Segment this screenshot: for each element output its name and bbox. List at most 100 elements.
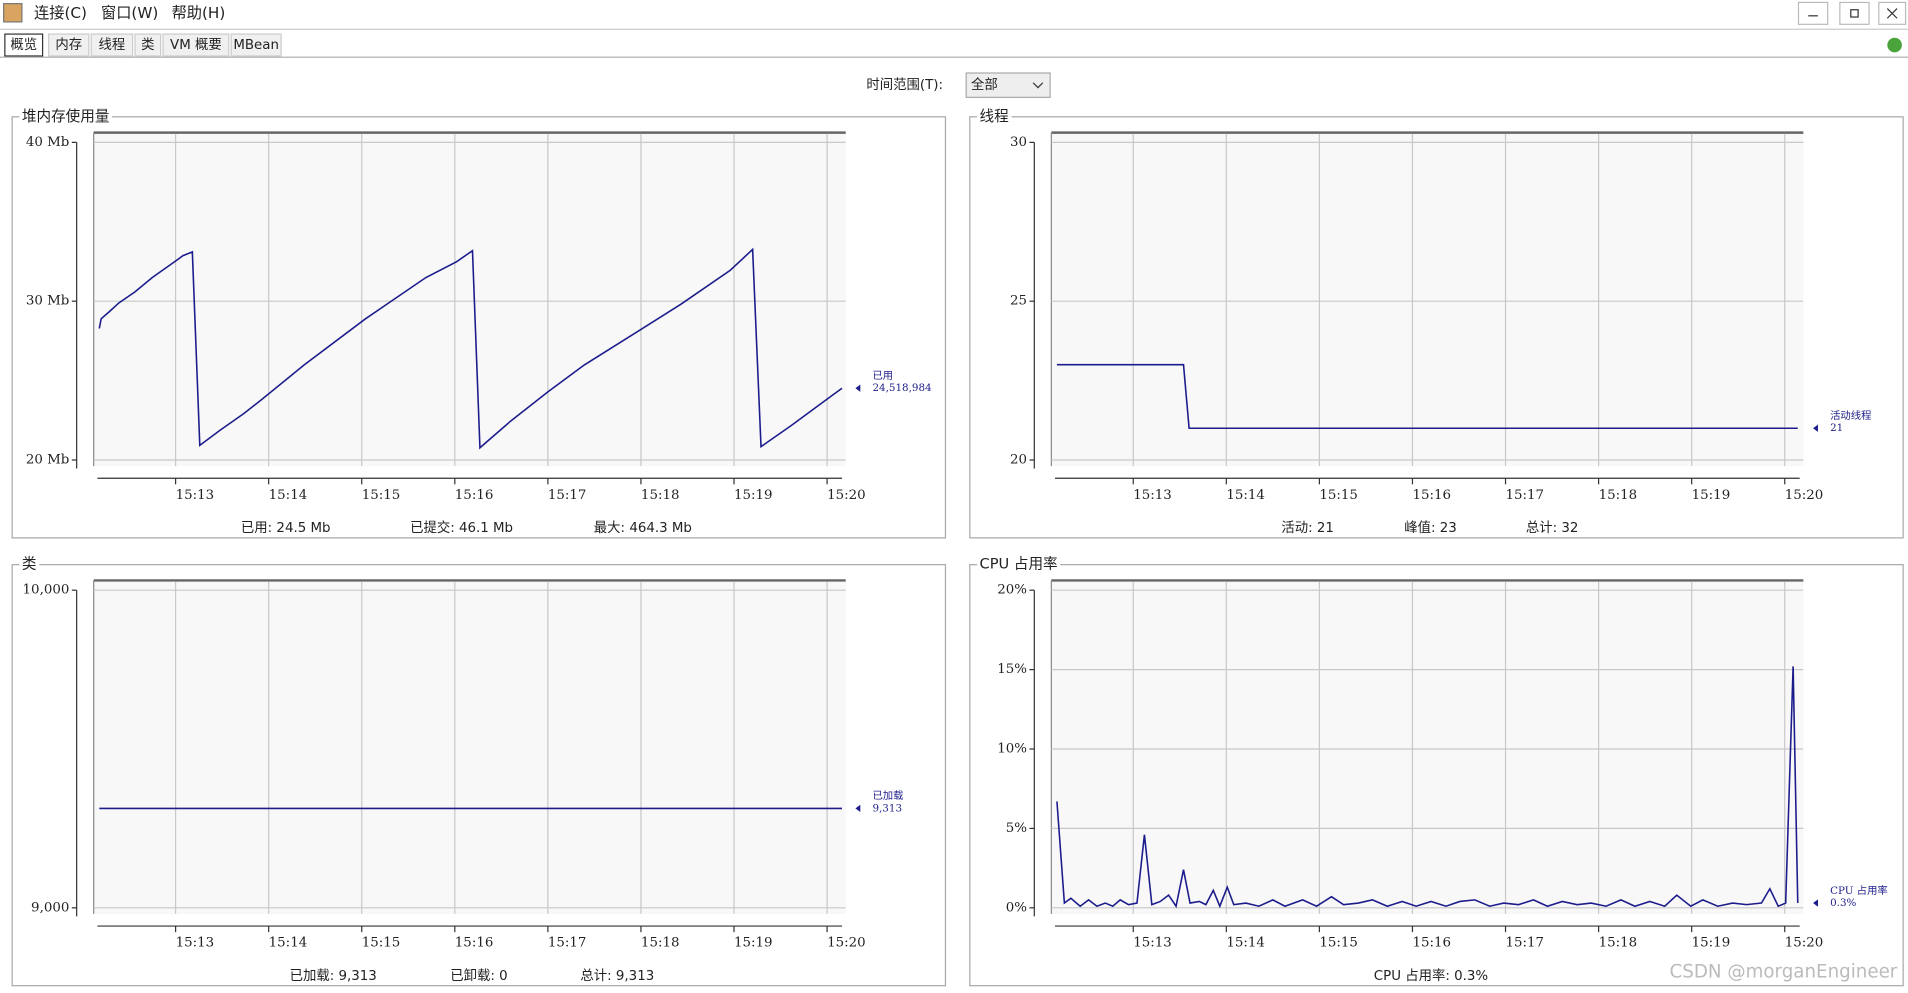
current-value-arrow — [1813, 424, 1818, 432]
current-value-arrow — [1813, 899, 1818, 907]
tab[interactable] — [4, 33, 44, 57]
x-tick-label: 15:15 — [1319, 488, 1358, 503]
x-tick-label: 15:19 — [734, 936, 773, 951]
y-tick-label: 20 Mb — [26, 452, 70, 467]
x-tick-label: 15:14 — [269, 488, 308, 503]
x-tick-label: 15:20 — [1785, 936, 1824, 951]
plot-area — [93, 581, 846, 914]
time-range-value[interactable]: 全部 — [971, 76, 998, 93]
restore-button[interactable] — [1839, 1, 1870, 25]
panel-title-bg — [19, 107, 112, 125]
plot-area — [1051, 133, 1804, 467]
x-tick-label: 15:17 — [548, 488, 587, 503]
current-value-arrow — [855, 804, 861, 813]
summary-text: 已提交: 46.1 Mb — [410, 519, 513, 536]
tab[interactable] — [48, 33, 90, 57]
panel-border — [11, 564, 947, 987]
menu-item[interactable]: 窗口(W) — [101, 4, 158, 22]
summary-text: 活动: 21 — [1281, 520, 1334, 536]
current-value-label: 0.3% — [1830, 897, 1856, 909]
chart-panel: 线程 20 25 30 15:13 15:14 15:15 15:16 15:17 15:18 15… — [969, 107, 1904, 539]
menu-item[interactable]: 帮助(H) — [172, 4, 226, 22]
x-tick-label: 15:17 — [1506, 488, 1545, 503]
x-tick-label: 15:16 — [455, 488, 494, 503]
dropdown-arrow — [1032, 82, 1044, 89]
x-tick-label: 15:13 — [1133, 488, 1172, 503]
x-tick-label: 15:17 — [1506, 936, 1545, 951]
summary-text: 总计: 32 — [1526, 520, 1579, 536]
series-line — [98, 247, 843, 450]
chart-panel: CPU 占用率 0% 5% 10% 15% 20% 15:13 15:14 15:15 15:16… — [969, 555, 1904, 987]
tab-label[interactable]: 线程 — [99, 37, 126, 53]
x-tick-label: 15:18 — [641, 936, 680, 951]
tab-label[interactable]: 内存 — [55, 37, 82, 53]
tab-bar: 概览 内存 线程类 VM 概要 MBean — [4, 33, 282, 57]
summary-text: 已加载: 9,313 — [290, 968, 377, 984]
summary-text: 总计: 9,313 — [580, 968, 654, 984]
x-tick-label: 15:14 — [1226, 488, 1265, 503]
x-tick-label: 15:14 — [269, 936, 308, 951]
x-tick-label: 15:19 — [1692, 936, 1731, 951]
x-tick-label: 15:13 — [176, 488, 215, 503]
plot-area — [1051, 581, 1804, 914]
watermark: CSDN @morganEngineer — [1670, 961, 1898, 982]
y-tick-label: 5% — [1006, 821, 1027, 836]
series-line — [1056, 363, 1798, 430]
panel-title: CPU 占用率 — [980, 556, 1058, 573]
tab[interactable] — [162, 33, 230, 57]
connection-icon — [1887, 37, 1902, 53]
tab-label[interactable]: 概览 — [10, 37, 37, 53]
x-tick-label: 15:13 — [1133, 936, 1172, 951]
panel-title: 堆内存使用量 — [22, 108, 110, 125]
y-tick-label: 30 Mb — [26, 294, 70, 309]
x-tick-label: 15:16 — [455, 936, 494, 951]
x-tick-label: 15:19 — [734, 488, 773, 503]
tab-label[interactable]: VM 概要 — [170, 37, 222, 53]
y-tick-label: 20 — [1010, 452, 1027, 467]
x-tick-label: 15:17 — [548, 936, 587, 951]
legend-label: 活动线程 — [1830, 409, 1871, 422]
summary-text: 已用: 24.5 Mb — [241, 521, 331, 536]
panel-border — [969, 564, 1904, 987]
x-tick-label: 15:15 — [362, 936, 401, 951]
minimize-button[interactable] — [1797, 1, 1829, 25]
summary-text: 峰值: 23 — [1404, 520, 1457, 536]
y-tick-label: 20% — [997, 583, 1027, 598]
x-tick-label: 15:15 — [1319, 936, 1358, 951]
summary-text: 已卸载: 0 — [450, 968, 507, 984]
close-icon — [1886, 8, 1898, 19]
tab[interactable] — [90, 33, 134, 57]
legend-label: 已用 — [872, 370, 893, 382]
x-tick-label: 15:20 — [827, 936, 866, 951]
panel-title-bg — [977, 555, 1061, 573]
restore-icon — [1850, 9, 1859, 18]
panel-border — [969, 116, 1904, 539]
tab[interactable] — [134, 33, 162, 57]
x-tick-label: 15:15 — [362, 488, 401, 503]
y-tick-label: 10,000 — [23, 583, 70, 598]
menu-item[interactable]: 连接(C) — [34, 4, 87, 22]
tab-label[interactable]: 类 — [141, 37, 154, 53]
y-tick-label: 0% — [1006, 900, 1027, 915]
tab[interactable] — [230, 33, 282, 57]
x-tick-label: 15:20 — [827, 488, 866, 503]
y-tick-label: 9,000 — [31, 900, 69, 915]
x-tick-label: 15:19 — [1692, 488, 1731, 503]
panel-title: 线程 — [980, 108, 1010, 125]
chart-panel: 类 9,000 10,000 15:13 15:14 15:15 15:16 15:17 15:… — [11, 555, 947, 987]
summary-text: CPU 占用率: 0.3% — [1374, 967, 1488, 984]
x-tick-label: 15:18 — [1599, 488, 1638, 503]
y-tick-label: 25 — [1010, 294, 1027, 309]
x-tick-label: 15:18 — [1599, 936, 1638, 951]
x-tick-label: 15:20 — [1785, 488, 1824, 503]
time-range-label: 时间范围(T): — [866, 77, 943, 93]
current-value-label: 9,313 — [872, 802, 902, 814]
x-tick-label: 15:16 — [1412, 936, 1451, 951]
y-tick-label: 30 — [1010, 135, 1027, 150]
tab-label[interactable]: MBean — [233, 38, 279, 53]
legend-label: CPU 占用率 — [1830, 884, 1888, 897]
y-tick-label: 10% — [997, 742, 1027, 757]
panel-title: 类 — [22, 556, 37, 573]
